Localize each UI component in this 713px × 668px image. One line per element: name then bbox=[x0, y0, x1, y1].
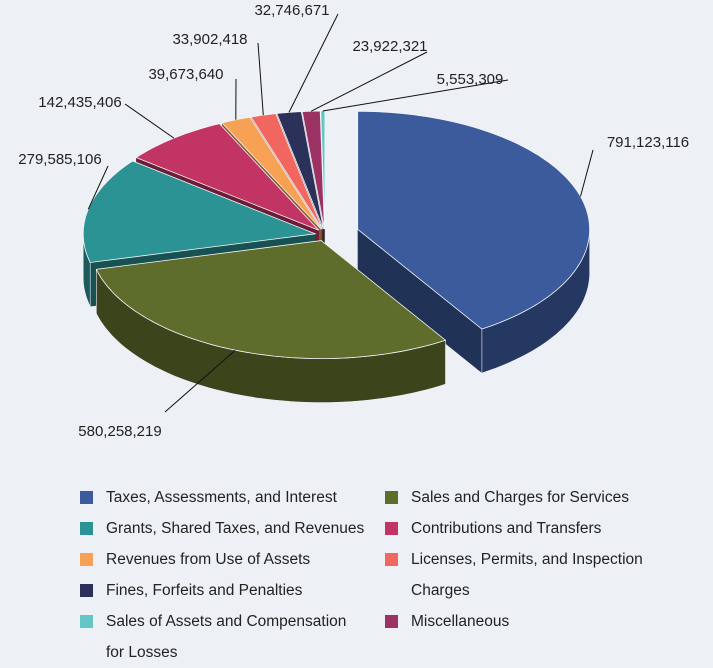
data-label: 5,553,309 bbox=[437, 71, 504, 88]
legend-item: Sales and Charges for Services bbox=[385, 482, 685, 513]
legend-swatch bbox=[385, 491, 398, 504]
data-label: 32,746,671 bbox=[254, 2, 329, 19]
legend-label: Contributions and Transfers bbox=[411, 513, 679, 544]
legend-label: Sales of Assets and Compensation for Los… bbox=[106, 606, 366, 668]
data-label: 791,123,116 bbox=[607, 134, 689, 151]
leader-line bbox=[258, 43, 263, 115]
data-label: 580,258,219 bbox=[78, 423, 161, 440]
legend-swatch bbox=[385, 615, 398, 628]
legend-swatch bbox=[80, 491, 93, 504]
legend-label: Miscellaneous bbox=[411, 606, 679, 637]
leader-line bbox=[289, 14, 338, 112]
legend-label: Sales and Charges for Services bbox=[411, 482, 679, 513]
data-label: 279,585,106 bbox=[18, 151, 101, 168]
data-label: 33,902,418 bbox=[172, 31, 247, 48]
legend-swatch bbox=[80, 615, 93, 628]
legend-label: Taxes, Assessments, and Interest bbox=[106, 482, 366, 513]
legend-swatch bbox=[385, 522, 398, 535]
legend-item: Revenues from Use of Assets bbox=[80, 544, 385, 575]
legend-item: Contributions and Transfers bbox=[385, 513, 685, 544]
pie-chart: 791,123,116 580,258,219 279,585,106 142,435… bbox=[0, 0, 713, 480]
legend-item: Grants, Shared Taxes, and Revenues bbox=[80, 513, 385, 544]
legend-swatch bbox=[80, 584, 93, 597]
legend-swatch bbox=[80, 553, 93, 566]
legend-label: Grants, Shared Taxes, and Revenues bbox=[106, 513, 366, 544]
data-label: 39,673,640 bbox=[148, 66, 223, 83]
legend-item: Sales of Assets and Compensation for Los… bbox=[80, 606, 385, 668]
legend-item: Licenses, Permits, and Inspection Charge… bbox=[385, 544, 685, 606]
legend-item: Fines, Forfeits and Penalties bbox=[80, 575, 385, 606]
data-label: 142,435,406 bbox=[38, 94, 121, 111]
legend-swatch bbox=[385, 553, 398, 566]
legend-label: Licenses, Permits, and Inspection Charge… bbox=[411, 544, 679, 606]
legend-label: Fines, Forfeits and Penalties bbox=[106, 575, 366, 606]
data-label: 23,922,321 bbox=[352, 38, 427, 55]
leader-line bbox=[311, 52, 427, 111]
leader-line bbox=[581, 150, 594, 196]
legend-label: Revenues from Use of Assets bbox=[106, 544, 366, 575]
legend-item: Taxes, Assessments, and Interest bbox=[80, 482, 385, 513]
legend-swatch bbox=[80, 522, 93, 535]
leader-line bbox=[125, 104, 174, 138]
legend-item: Miscellaneous bbox=[385, 606, 685, 637]
